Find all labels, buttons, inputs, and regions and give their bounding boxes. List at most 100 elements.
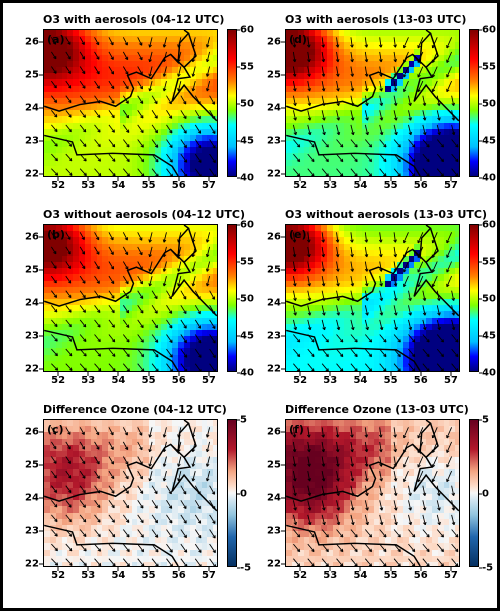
colorbar-tick-label: 5 <box>482 415 489 426</box>
xtick-label: 54 <box>353 375 367 386</box>
colorbar-tick-label: 60 <box>482 220 496 231</box>
colorbar-tick-label: 0 <box>482 489 489 500</box>
colorbar: 4045505560 <box>469 224 479 372</box>
xtick-label: 54 <box>111 375 125 386</box>
plot-area <box>43 224 218 372</box>
xtick-label: 54 <box>111 570 125 581</box>
colorbar-tick-label: 55 <box>482 62 496 73</box>
colorbar-tick-label: 55 <box>240 257 254 268</box>
panel-b: O3 without aerosols (04-12 UTC)(b)525354… <box>43 224 218 372</box>
xtick-label: 56 <box>414 180 428 191</box>
xtick-label: 55 <box>384 570 398 581</box>
colorbar-tick-label: 60 <box>482 25 496 36</box>
xtick-label: 53 <box>81 570 95 581</box>
ytick-label: 24 <box>25 102 39 113</box>
colorbar-tick-label: 50 <box>482 99 496 110</box>
ytick-label: 25 <box>267 460 281 471</box>
xtick-label: 55 <box>142 570 156 581</box>
panel-e: O3 without aerosols (13-03 UTC)(e)525354… <box>285 224 460 372</box>
panel-sub-label: (c) <box>47 423 64 436</box>
ytick-label: 25 <box>25 70 39 81</box>
plot-area <box>285 224 460 372</box>
colorbar-tick-label: 45 <box>240 331 254 342</box>
plot-area <box>285 419 460 567</box>
xtick-label: 56 <box>172 570 186 581</box>
colorbar-tick-label: 45 <box>240 136 254 147</box>
panel-d: O3 with aerosols (13-03 UTC)(d)525354555… <box>285 29 460 177</box>
colorbar-tick-label: -5 <box>482 563 493 574</box>
ytick-label: 24 <box>267 492 281 503</box>
xtick-label: 57 <box>202 570 216 581</box>
panel-title: O3 with aerosols (04-12 UTC) <box>43 13 224 26</box>
xtick-label: 54 <box>111 180 125 191</box>
panel-title: O3 with aerosols (13-03 UTC) <box>285 13 466 26</box>
xtick-label: 52 <box>51 180 65 191</box>
colorbar-tick-label: 60 <box>240 220 254 231</box>
ytick-label: 22 <box>267 168 281 179</box>
colorbar: -505 <box>469 419 479 567</box>
xtick-label: 53 <box>323 570 337 581</box>
ytick-label: 24 <box>25 492 39 503</box>
ytick-label: 26 <box>25 232 39 243</box>
ytick-label: 24 <box>267 102 281 113</box>
colorbar-tick-label: -5 <box>240 563 251 574</box>
panel-sub-label: (f) <box>289 423 304 436</box>
panel-sub-label: (b) <box>47 228 65 241</box>
xtick-label: 56 <box>414 375 428 386</box>
colorbar-tick-label: 45 <box>482 331 496 342</box>
ytick-label: 22 <box>267 558 281 569</box>
plot-area <box>43 419 218 567</box>
panel-title: O3 without aerosols (13-03 UTC) <box>285 208 487 221</box>
colorbar-tick-label: 5 <box>240 415 247 426</box>
plot-area <box>285 29 460 177</box>
xtick-label: 53 <box>323 375 337 386</box>
colorbar: 4045505560 <box>227 224 237 372</box>
panel-sub-label: (a) <box>47 33 64 46</box>
figure-container: O3 with aerosols (04-12 UTC)(a)525354555… <box>0 0 500 611</box>
colorbar-tick-label: 50 <box>482 294 496 305</box>
xtick-label: 57 <box>202 180 216 191</box>
xtick-label: 56 <box>172 180 186 191</box>
panel-sub-label: (e) <box>289 228 307 241</box>
ytick-label: 25 <box>267 70 281 81</box>
ytick-label: 24 <box>267 297 281 308</box>
ytick-label: 23 <box>267 135 281 146</box>
xtick-label: 56 <box>172 375 186 386</box>
colorbar-tick-label: 50 <box>240 294 254 305</box>
xtick-label: 53 <box>81 180 95 191</box>
panel-title: Difference Ozone (13-03 UTC) <box>285 403 469 416</box>
colorbar-tick-label: 45 <box>482 136 496 147</box>
ytick-label: 24 <box>25 297 39 308</box>
ytick-label: 22 <box>25 363 39 374</box>
ytick-label: 26 <box>267 232 281 243</box>
ytick-label: 23 <box>25 135 39 146</box>
panel-c: Difference Ozone (04-12 UTC)(c)525354555… <box>43 419 218 567</box>
ytick-label: 23 <box>267 330 281 341</box>
ytick-label: 23 <box>267 525 281 536</box>
panel-title: Difference Ozone (04-12 UTC) <box>43 403 227 416</box>
colorbar-tick-label: 60 <box>240 25 254 36</box>
xtick-label: 55 <box>384 180 398 191</box>
ytick-label: 22 <box>267 363 281 374</box>
ytick-label: 25 <box>25 265 39 276</box>
xtick-label: 52 <box>293 570 307 581</box>
panel-sub-label: (d) <box>289 33 307 46</box>
xtick-label: 55 <box>142 180 156 191</box>
panel-title: O3 without aerosols (04-12 UTC) <box>43 208 245 221</box>
xtick-label: 52 <box>51 375 65 386</box>
plot-area <box>43 29 218 177</box>
xtick-label: 57 <box>202 375 216 386</box>
ytick-label: 26 <box>25 37 39 48</box>
ytick-label: 22 <box>25 558 39 569</box>
panel-a: O3 with aerosols (04-12 UTC)(a)525354555… <box>43 29 218 177</box>
ytick-label: 23 <box>25 525 39 536</box>
colorbar: 4045505560 <box>469 29 479 177</box>
ytick-label: 26 <box>267 37 281 48</box>
colorbar-tick-label: 40 <box>482 368 496 379</box>
xtick-label: 53 <box>323 180 337 191</box>
colorbar: -505 <box>227 419 237 567</box>
xtick-label: 53 <box>81 375 95 386</box>
xtick-label: 56 <box>414 570 428 581</box>
colorbar-tick-label: 0 <box>240 489 247 500</box>
xtick-label: 54 <box>353 570 367 581</box>
